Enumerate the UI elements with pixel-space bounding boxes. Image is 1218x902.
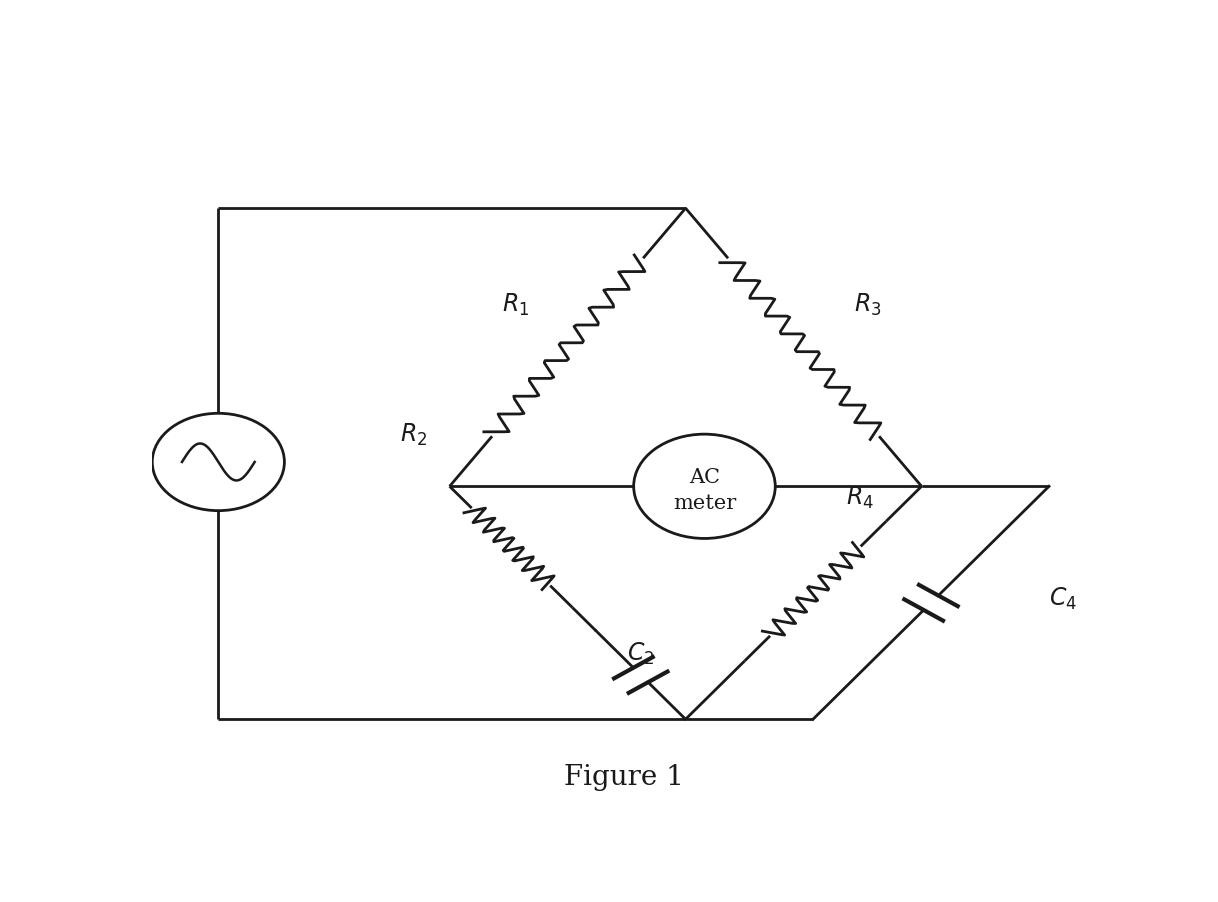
Text: $R_4$: $R_4$ <box>847 484 875 511</box>
Text: $C_4$: $C_4$ <box>1049 584 1077 611</box>
Text: $R_2$: $R_2$ <box>400 421 428 447</box>
Text: $R_3$: $R_3$ <box>854 291 882 318</box>
Text: meter: meter <box>672 494 736 513</box>
Text: $R_1$: $R_1$ <box>502 291 530 318</box>
Text: AC: AC <box>689 468 720 487</box>
Text: Figure 1: Figure 1 <box>564 763 685 790</box>
Text: $C_2$: $C_2$ <box>626 640 654 667</box>
